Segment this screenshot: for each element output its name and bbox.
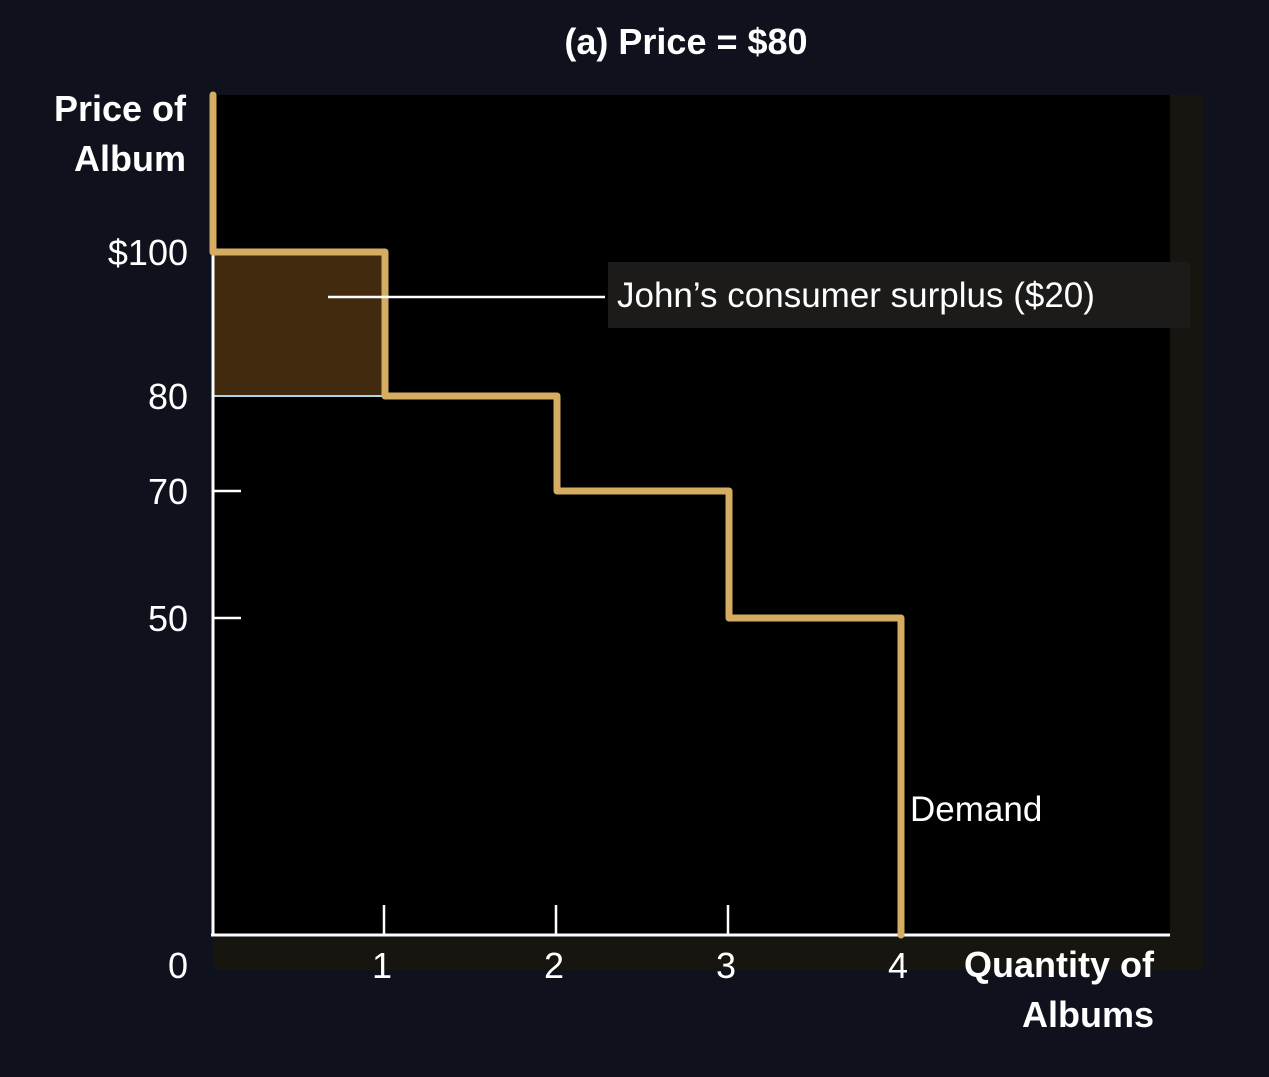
x-tick-label: 2 [544,945,564,986]
y-tick-label: 80 [148,376,188,417]
x-axis-title-line-1: Quantity of [964,944,1155,985]
x-tick-label: 1 [372,945,392,986]
x-ticks: 1 2 3 4 [372,905,908,986]
y-tick-label: 70 [148,471,188,512]
origin-label: 0 [168,945,188,986]
y-ticks: $100 80 70 50 [108,232,241,639]
x-axis-title-line-2: Albums [1022,994,1154,1035]
plot-shadow [1170,95,1203,970]
surplus-label-box [608,262,1190,328]
x-tick-label: 4 [888,945,908,986]
demand-label: Demand [910,790,1042,829]
plot-shadow-bottom [213,937,1203,970]
demand-line [209,91,905,939]
y-axis-title-line-2: Album [74,138,186,179]
y-tick-label: 50 [148,598,188,639]
plot-area [213,95,1170,935]
consumer-surplus-area [213,252,385,396]
chart-title: (a) Price = $80 [564,21,807,62]
y-tick-label: $100 [108,232,188,273]
y-axis-title-line-1: Price of [54,88,187,129]
x-tick-label: 3 [716,945,736,986]
surplus-label: John’s consumer surplus ($20) [617,276,1095,315]
